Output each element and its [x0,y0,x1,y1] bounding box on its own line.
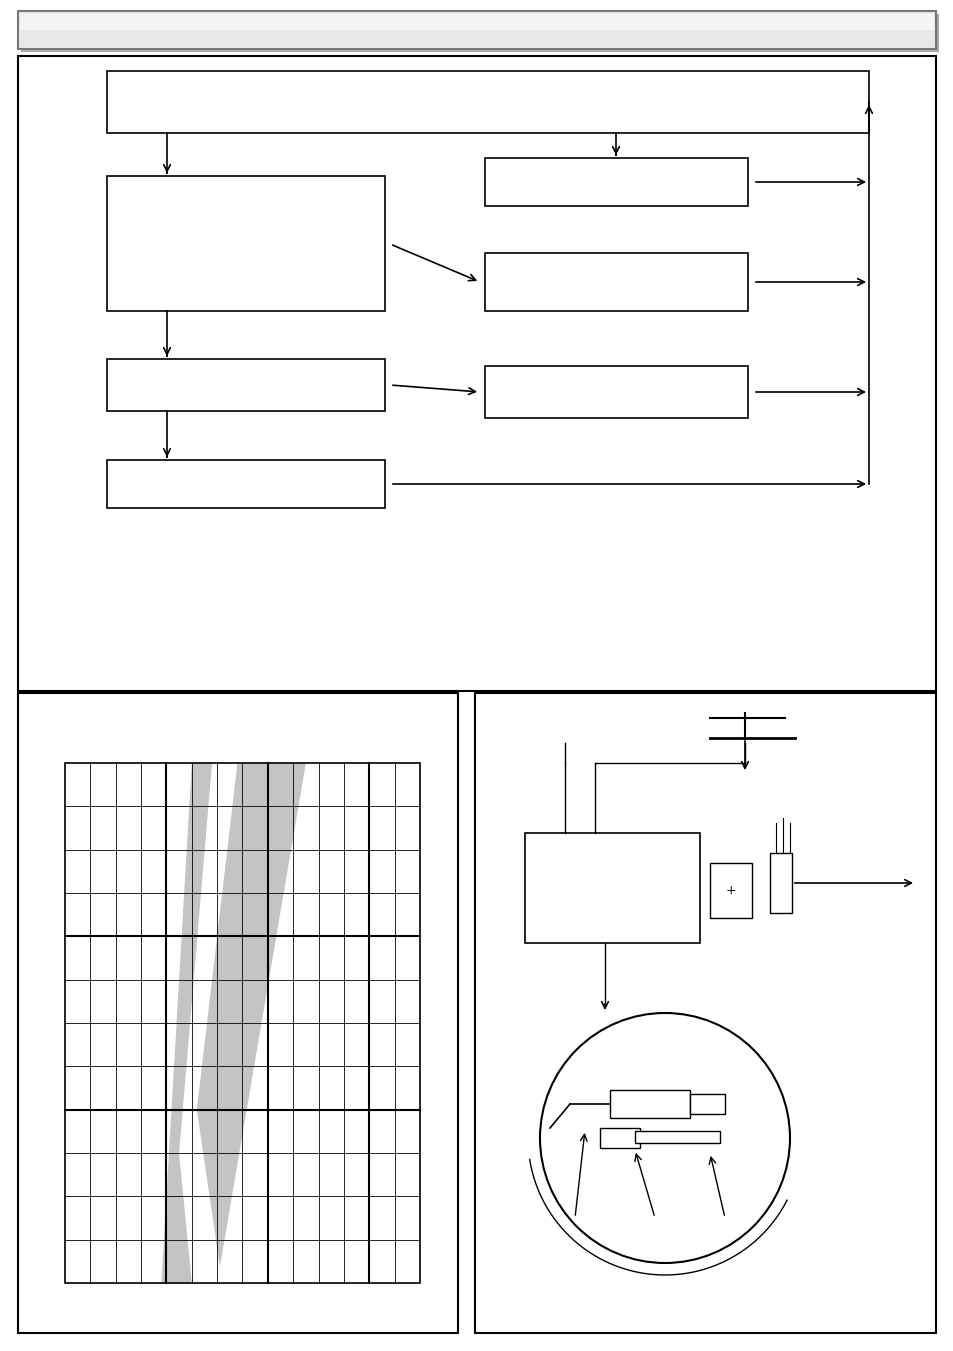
Polygon shape [179,763,237,1283]
Bar [107,72,868,132]
Bar [65,763,419,1283]
Bar [484,366,747,417]
Bar [689,1094,724,1115]
Bar [18,693,457,1333]
Polygon shape [161,763,306,1283]
Bar [107,459,385,508]
Bar [609,1090,689,1119]
Bar [107,176,385,311]
Bar [18,11,935,49]
Bar [18,55,935,690]
Bar [484,158,747,205]
Text: +: + [725,885,736,897]
Bar [21,14,938,51]
Bar [484,253,747,311]
Bar [709,863,751,917]
Bar [769,852,791,913]
Bar [599,1128,639,1148]
Bar [524,834,700,943]
Bar [20,14,933,30]
Bar [635,1131,720,1143]
Bar [475,693,935,1333]
Bar [107,359,385,411]
